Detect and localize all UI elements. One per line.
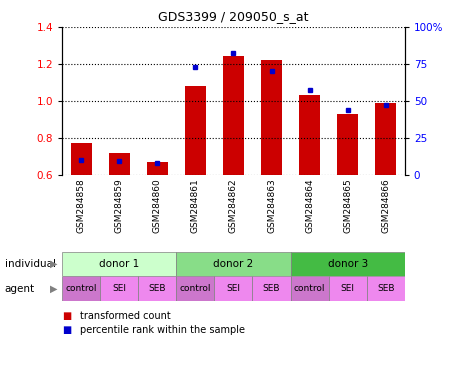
Title: GDS3399 / 209050_s_at: GDS3399 / 209050_s_at — [158, 10, 308, 23]
Text: control: control — [65, 285, 97, 293]
Bar — [176, 276, 214, 301]
Bar — [375, 103, 395, 175]
Text: GSM284865: GSM284865 — [342, 179, 352, 233]
Text: individual: individual — [5, 259, 56, 269]
Bar — [328, 276, 366, 301]
Bar — [176, 252, 290, 276]
Text: transformed count: transformed count — [80, 311, 171, 321]
Bar — [62, 276, 100, 301]
Bar — [336, 114, 358, 175]
Text: percentile rank within the sample: percentile rank within the sample — [80, 325, 245, 335]
Text: SEB: SEB — [262, 285, 280, 293]
Text: SEI: SEI — [340, 285, 354, 293]
Bar — [71, 143, 91, 175]
Bar — [223, 56, 243, 175]
Bar — [214, 276, 252, 301]
Text: donor 2: donor 2 — [213, 259, 253, 269]
Text: control: control — [179, 285, 211, 293]
Text: GSM284866: GSM284866 — [381, 179, 389, 233]
Text: donor 1: donor 1 — [99, 259, 139, 269]
Text: SEB: SEB — [376, 285, 394, 293]
Bar — [62, 252, 176, 276]
Text: donor 3: donor 3 — [327, 259, 367, 269]
Text: GSM284859: GSM284859 — [114, 179, 123, 233]
Text: GSM284861: GSM284861 — [190, 179, 200, 233]
Text: GSM284864: GSM284864 — [304, 179, 313, 233]
Bar — [290, 252, 404, 276]
Text: control: control — [293, 285, 325, 293]
Bar — [298, 95, 319, 175]
Text: GSM284858: GSM284858 — [77, 179, 85, 233]
Bar — [290, 276, 328, 301]
Bar — [100, 276, 138, 301]
Bar — [185, 86, 205, 175]
Text: SEI: SEI — [112, 285, 126, 293]
Text: GSM284863: GSM284863 — [266, 179, 275, 233]
Bar — [146, 162, 168, 175]
Text: SEI: SEI — [226, 285, 240, 293]
Text: ▶: ▶ — [50, 284, 57, 294]
Text: SEB: SEB — [148, 285, 166, 293]
Bar — [366, 276, 404, 301]
Text: GSM284862: GSM284862 — [229, 179, 237, 233]
Text: ■: ■ — [62, 325, 71, 335]
Text: agent: agent — [5, 284, 34, 294]
Text: ■: ■ — [62, 311, 71, 321]
Bar — [252, 276, 290, 301]
Text: ▶: ▶ — [50, 259, 57, 269]
Bar — [261, 60, 281, 175]
Bar — [108, 152, 129, 175]
Bar — [138, 276, 176, 301]
Text: GSM284860: GSM284860 — [152, 179, 162, 233]
